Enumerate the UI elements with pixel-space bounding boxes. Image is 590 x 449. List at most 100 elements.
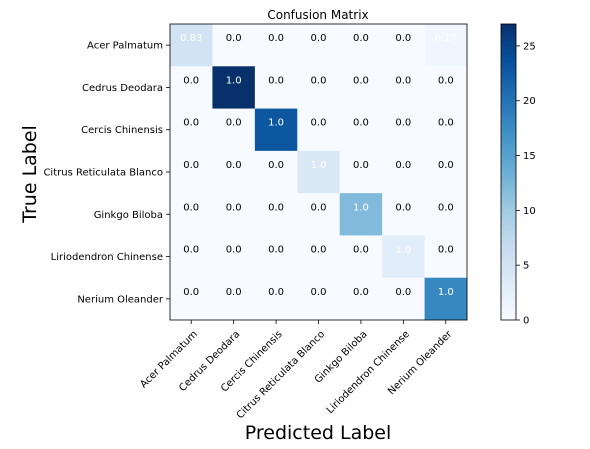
y-tick-label: Cedrus Deodara <box>82 83 163 94</box>
heatmap-cell <box>339 66 383 109</box>
heatmap-cell <box>297 235 341 279</box>
colorbar <box>500 23 517 321</box>
colorbar-ticks: 0 5 10 15 20 25 <box>516 41 536 327</box>
cell-value-label: 0.0 <box>311 118 327 129</box>
cell-value-label: 0.0 <box>353 118 369 129</box>
colorbar-tick-label: 25 <box>523 41 536 52</box>
heatmap-cell <box>170 235 213 279</box>
cell-value-label: 0.0 <box>268 160 284 171</box>
heatmap-cell <box>212 277 256 321</box>
heatmap-cell <box>212 66 256 109</box>
cell-value-label: 0.17 <box>435 33 457 44</box>
cell-value-label: 0.0 <box>311 33 327 44</box>
cell-value-label: 0.0 <box>226 245 242 256</box>
cell-value-label: 0.0 <box>395 202 411 213</box>
heatmap-cell <box>297 24 341 67</box>
heatmap-cells: 0.83 0.0 0.0 0.0 0.0 0.0 0.17 0.0 1.0 0.0 0.0 0.0 0.… <box>170 24 468 321</box>
cell-value-label: 0.0 <box>311 75 327 86</box>
heatmap-cell <box>424 277 468 321</box>
heatmap-cell <box>382 108 425 152</box>
cell-value-label: 0.0 <box>438 202 454 213</box>
cell-value-label: 0.0 <box>353 75 369 86</box>
heatmap-cell <box>212 193 256 236</box>
cell-value-label: 0.0 <box>353 33 369 44</box>
y-tick-label: Ginkgo Biloba <box>94 210 163 221</box>
x-tick-label: Citrus Reticulata Blanco <box>235 329 327 421</box>
heatmap-cell <box>254 108 298 152</box>
colorbar-tick-label: 15 <box>523 151 536 162</box>
y-tick-label: Nerium Oleander <box>77 294 164 305</box>
heatmap-cell <box>339 150 383 194</box>
heatmap-cell <box>297 66 341 109</box>
heatmap-cell <box>424 235 468 279</box>
y-tick-label: Acer Palmatum <box>87 41 163 52</box>
y-tick-label: Cercis Chinensis <box>81 125 163 136</box>
heatmap-cell <box>424 150 468 194</box>
heatmap-cell <box>254 150 298 194</box>
cell-value-label: 1.0 <box>438 287 454 298</box>
heatmap-cell <box>382 235 425 279</box>
cell-value-label: 0.0 <box>226 33 242 44</box>
cell-value-label: 0.0 <box>268 202 284 213</box>
cell-value-label: 0.0 <box>353 245 369 256</box>
heatmap-cell <box>297 193 341 236</box>
heatmap-cell <box>254 193 298 236</box>
cell-value-label: 0.0 <box>183 75 199 86</box>
cell-value-label: 0.0 <box>438 75 454 86</box>
cell-value-label: 0.0 <box>268 245 284 256</box>
heatmap-cell <box>424 24 468 67</box>
cell-value-label: 0.0 <box>311 245 327 256</box>
heatmap-cell <box>297 277 341 321</box>
colorbar-tick-label: 10 <box>523 206 536 217</box>
y-tick-label: Citrus Reticulata Blanco <box>43 168 163 179</box>
cell-value-label: 0.0 <box>226 202 242 213</box>
cell-value-label: 1.0 <box>395 245 411 256</box>
heatmap-cell <box>212 235 256 279</box>
y-tick-labels: Acer Palmatum Cedrus Deodara Cercis Chinen… <box>43 41 170 305</box>
cell-value-label: 0.0 <box>183 118 199 129</box>
cell-value-label: 0.0 <box>438 160 454 171</box>
cell-value-label: 0.0 <box>226 160 242 171</box>
heatmap-cell <box>339 277 383 321</box>
chart-title: Confusion Matrix <box>267 8 368 22</box>
heatmap-cell <box>170 66 213 109</box>
heatmap-cell <box>254 235 298 279</box>
cell-value-label: 1.0 <box>353 202 369 213</box>
heatmap-cell <box>212 108 256 152</box>
heatmap-cell <box>170 193 213 236</box>
heatmap-cell <box>382 66 425 109</box>
heatmap-cell <box>212 150 256 194</box>
heatmap-cell <box>170 24 213 67</box>
heatmap-cell <box>297 150 341 194</box>
heatmap-cell <box>212 24 256 67</box>
cell-value-label: 1.0 <box>311 160 327 171</box>
cell-value-label: 0.0 <box>395 75 411 86</box>
heatmap-cell <box>382 24 425 67</box>
heatmap-cell <box>339 235 383 279</box>
heatmap-cell <box>170 108 213 152</box>
cell-value-label: 0.0 <box>268 33 284 44</box>
heatmap-cell <box>424 193 468 236</box>
heatmap-cell <box>254 24 298 67</box>
heatmap-cell <box>382 150 425 194</box>
x-axis-label: Predicted Label <box>245 422 392 444</box>
cell-value-label: 0.0 <box>183 245 199 256</box>
heatmap-cell <box>254 66 298 109</box>
heatmap-cell <box>170 150 213 194</box>
colorbar-tick-label: 20 <box>523 96 536 107</box>
cell-value-label: 0.0 <box>353 160 369 171</box>
cell-value-label: 0.0 <box>183 202 199 213</box>
heatmap-cell <box>297 108 341 152</box>
heatmap-cell <box>339 108 383 152</box>
cell-value-label: 1.0 <box>268 118 284 129</box>
cell-value-label: 1.0 <box>226 75 242 86</box>
cell-value-label: 0.0 <box>183 287 199 298</box>
y-tick-label: Liriodendron Chinense <box>51 252 163 263</box>
cell-value-label: 0.0 <box>438 245 454 256</box>
cell-value-label: 0.0 <box>311 287 327 298</box>
cell-value-label: 0.0 <box>395 33 411 44</box>
cell-value-label: 0.0 <box>268 75 284 86</box>
heatmap-cell <box>382 193 425 236</box>
cell-value-label: 0.0 <box>226 118 242 129</box>
